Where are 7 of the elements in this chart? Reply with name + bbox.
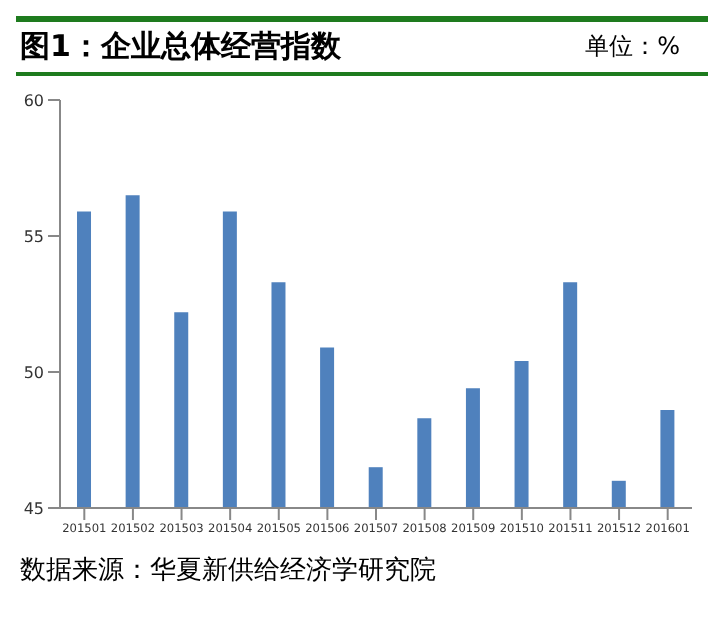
text: 单位：%: [585, 30, 680, 64]
source-note: 数据来源：华夏新供给经济学研究院: [18, 554, 438, 590]
y-tick-label: 45: [23, 499, 44, 518]
chart-title: 图1：企业总体经营指数: [20, 28, 341, 66]
y-tick-label: 60: [23, 91, 44, 110]
y-tick-label: 55: [23, 227, 44, 246]
y-tick-label: 50: [23, 363, 44, 382]
